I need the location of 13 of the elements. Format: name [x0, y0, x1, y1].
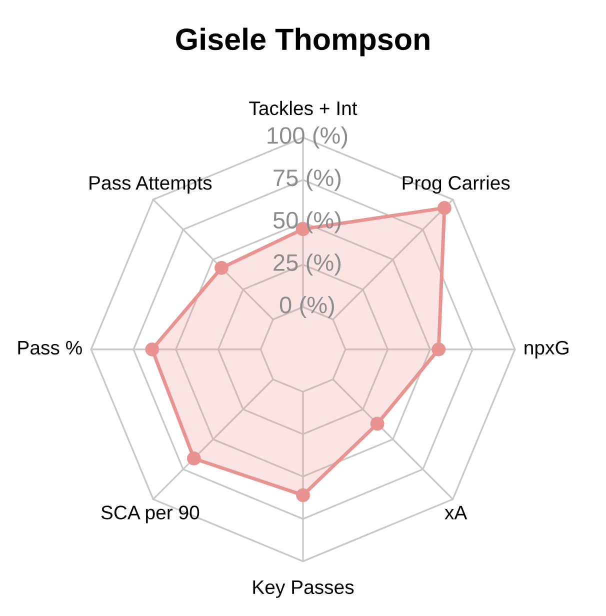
spoke-label: xA	[444, 506, 468, 520]
y-tick-label: 25 (%)	[274, 254, 341, 276]
spoke-label: Pass %	[18, 340, 82, 355]
spoke-label: Key Passes	[253, 580, 354, 598]
spoke-label: Prog Carries	[402, 176, 510, 194]
spoke-label: Pass Attempts	[90, 176, 212, 194]
spoke-label: npxG	[524, 340, 568, 358]
y-tick-label: 75 (%)	[274, 168, 341, 191]
spoke-label: Tackles + Int	[249, 100, 358, 116]
y-tick-label: 100 (%)	[268, 126, 348, 148]
chart-title: Gisele Thompson	[176, 28, 430, 56]
y-tick-label: 0 (%)	[280, 296, 334, 318]
spoke-label: SCA per 90	[101, 506, 200, 524]
